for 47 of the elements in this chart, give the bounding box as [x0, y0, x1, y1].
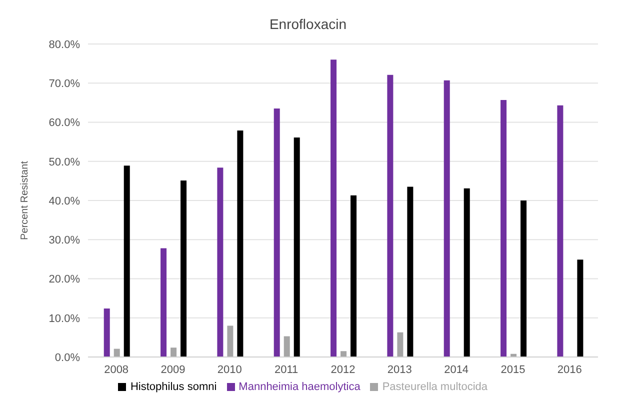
bar [180, 180, 187, 357]
bar [557, 105, 564, 357]
bar [294, 138, 300, 357]
x-tick-label: 2009 [160, 364, 186, 376]
bar [444, 80, 450, 357]
x-tick-label: 2011 [274, 364, 298, 376]
bar [237, 130, 244, 357]
bar [114, 348, 120, 357]
x-tick-label: 2013 [387, 364, 412, 376]
y-tick-label: 70.0% [48, 78, 80, 90]
bar [387, 74, 394, 357]
bar [340, 351, 347, 357]
y-axis-title: Percent Resistant [20, 160, 31, 240]
y-tick-label: 30.0% [48, 234, 80, 247]
bar [124, 166, 130, 357]
y-tick-label: 20.0% [48, 274, 80, 286]
y-tick-label: 60.0% [48, 117, 80, 130]
chart-title: Enrofloxacin [268, 15, 348, 34]
bar [520, 200, 527, 357]
bar [464, 188, 470, 357]
bar [577, 260, 584, 357]
y-tick-label: 40.0% [48, 195, 80, 208]
y-tick-label: 10.0% [48, 312, 80, 325]
bar [284, 336, 290, 357]
x-tick-label: 2010 [217, 364, 242, 376]
bar [227, 326, 234, 357]
x-tick-label: 2014 [444, 364, 469, 376]
bar [170, 348, 177, 357]
legend-label: Histophilus somni [130, 381, 217, 393]
y-tick-label: 80.0% [48, 38, 80, 51]
bar [407, 186, 414, 357]
bar [160, 248, 167, 357]
y-tick-label: 50.0% [48, 156, 80, 168]
x-tick-label: 2016 [557, 364, 582, 376]
bar [217, 168, 224, 357]
y-tick-label: 0.0% [54, 352, 80, 364]
bar [104, 308, 110, 357]
bar [500, 100, 507, 357]
bar [330, 60, 337, 357]
bar [274, 108, 280, 357]
legend-label: Pasteurella multocida [382, 381, 488, 393]
x-tick-label: 2012 [330, 364, 356, 376]
bar [397, 332, 404, 357]
x-tick-label: 2008 [104, 364, 129, 376]
legend-label: Mannheimia haemolytica [238, 381, 360, 393]
bar [350, 195, 357, 357]
x-tick-label: 2015 [500, 364, 526, 376]
